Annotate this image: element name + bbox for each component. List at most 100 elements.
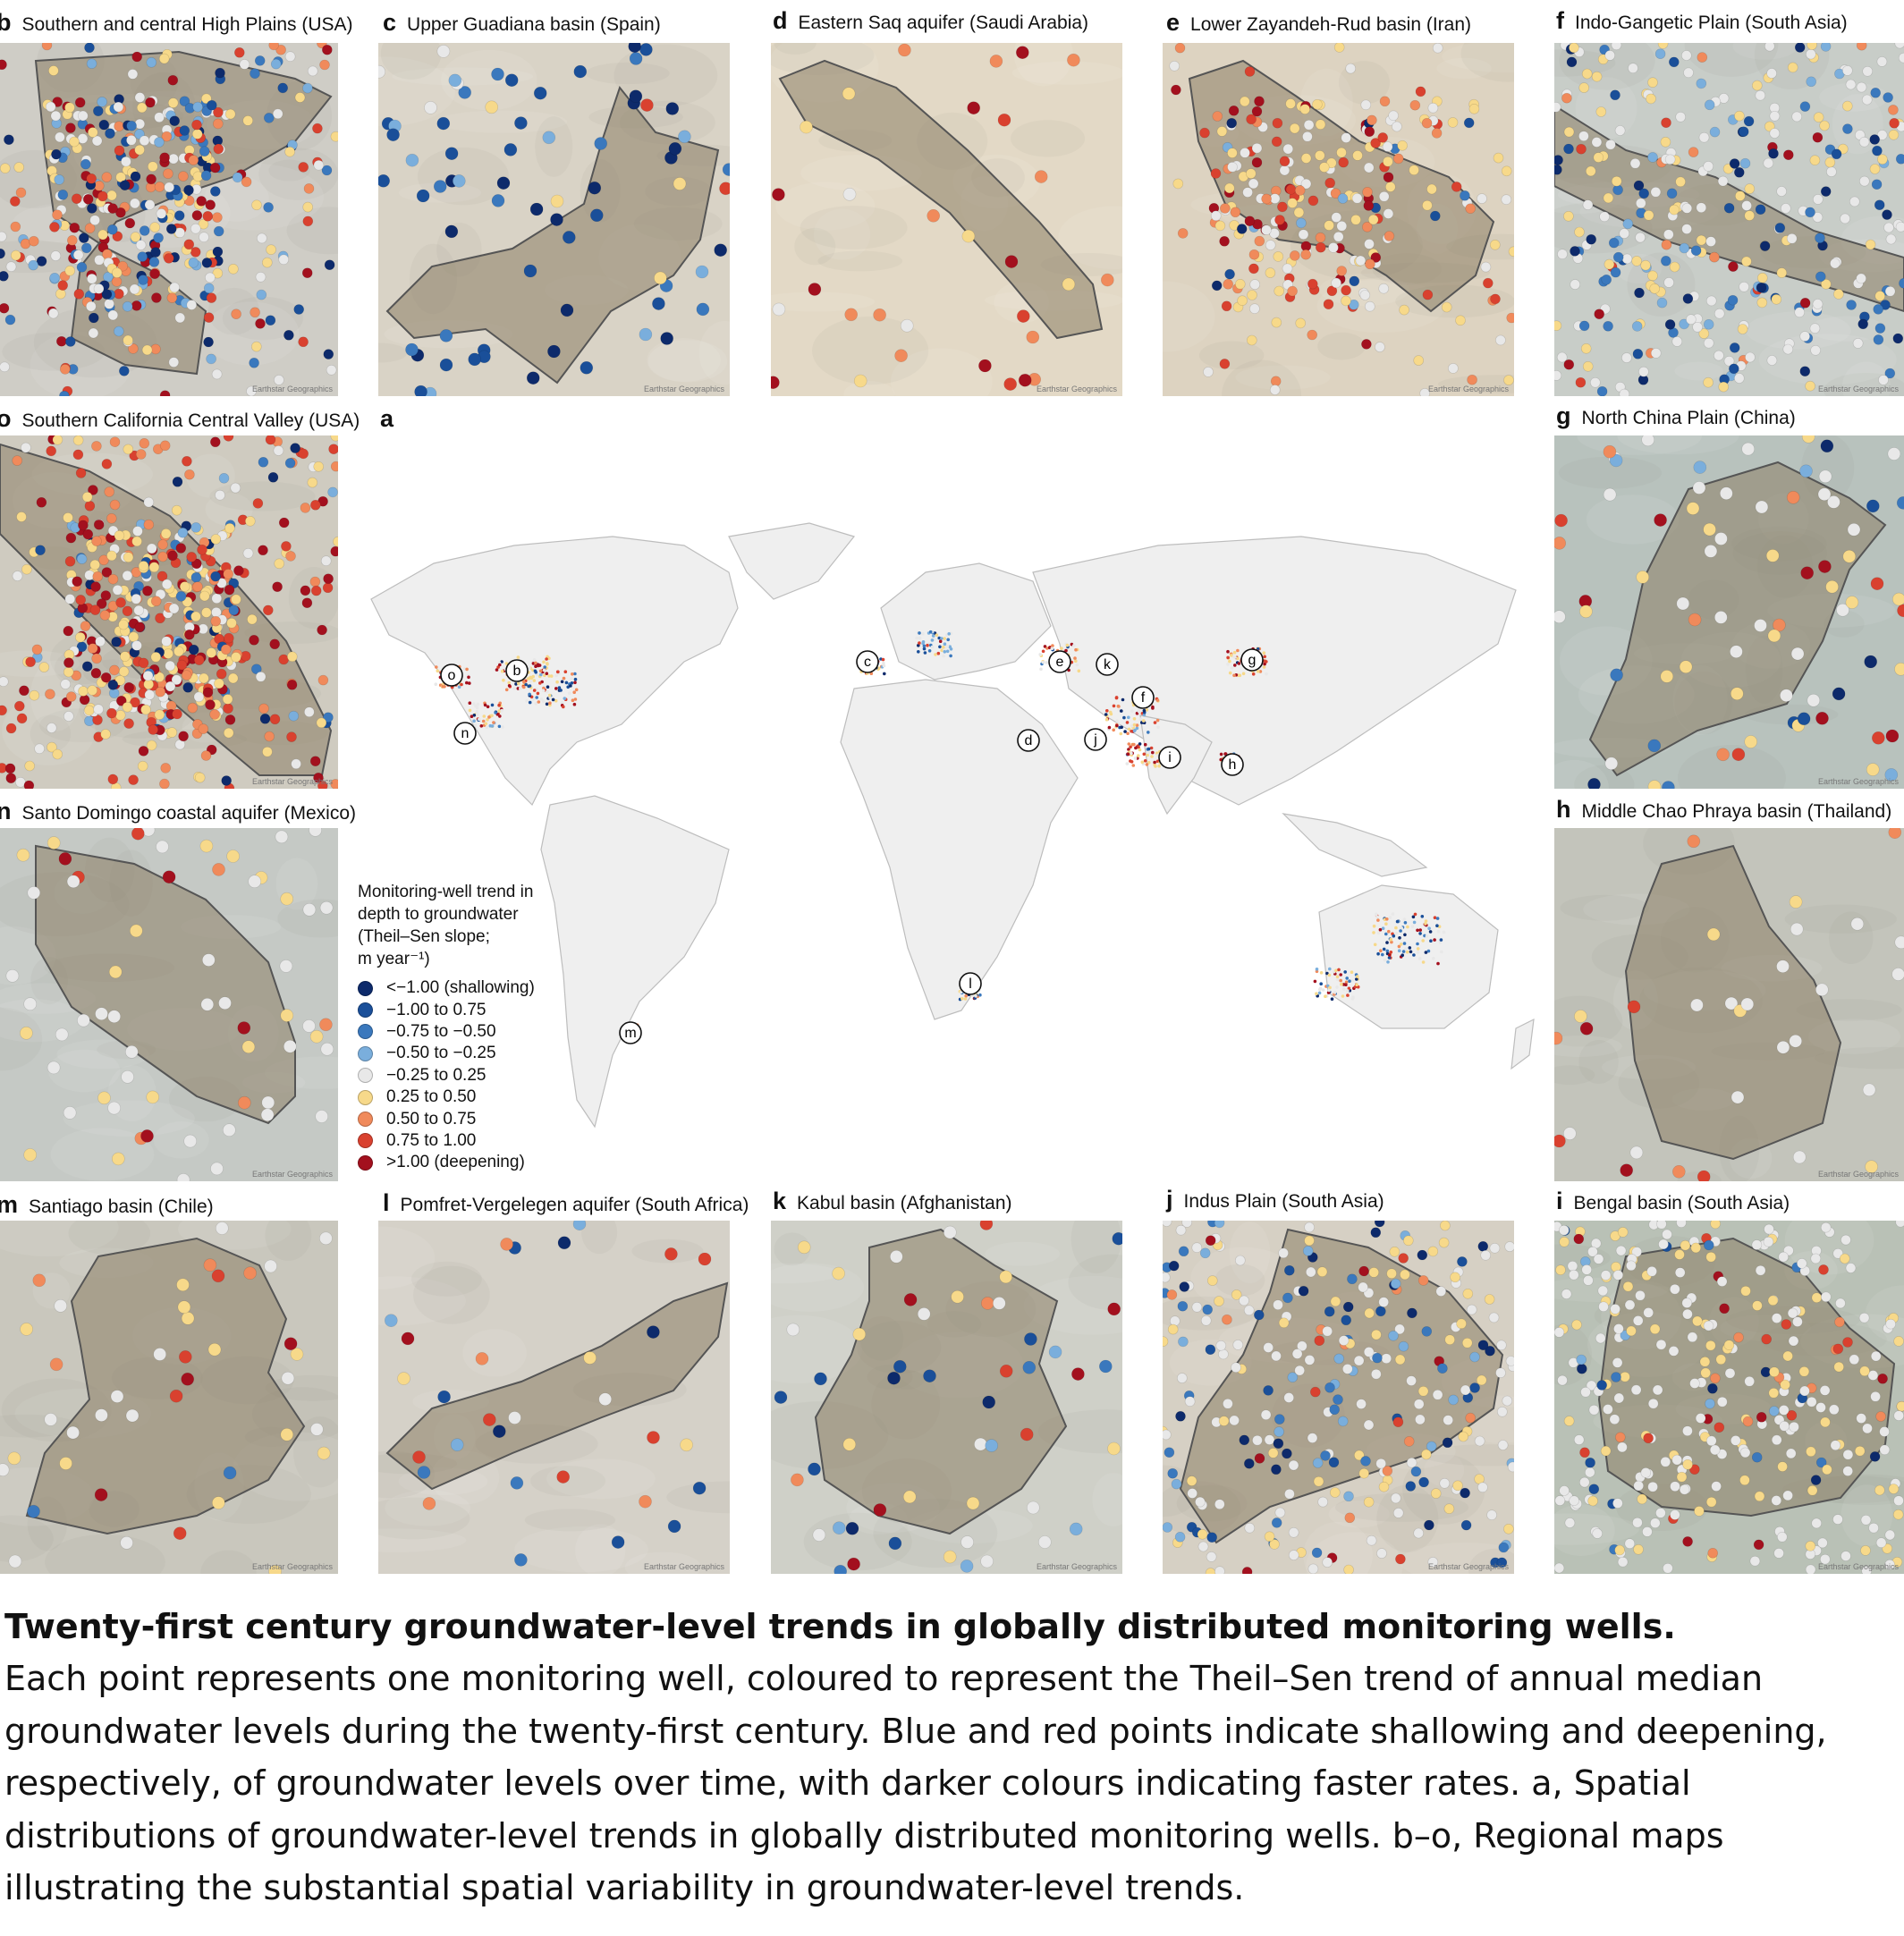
well-point <box>1349 275 1360 287</box>
well-point <box>1664 319 1676 330</box>
well-point <box>250 664 262 675</box>
well-point <box>1406 1375 1417 1386</box>
map-svg <box>1554 1221 1904 1574</box>
map-o: Earthstar Geographics <box>0 435 338 789</box>
well-point <box>1586 1380 1597 1391</box>
well-point <box>1248 178 1259 190</box>
panel-n-label: n Santo Domingo coastal aquifer (Mexico) <box>0 798 357 824</box>
well-point <box>206 353 216 365</box>
well-point <box>263 113 275 123</box>
well-point <box>1062 277 1076 292</box>
well-point <box>1817 1537 1828 1549</box>
well-point <box>309 756 321 767</box>
well-point <box>458 86 471 99</box>
well-point <box>178 171 189 182</box>
well-point <box>64 266 75 276</box>
well-point <box>1324 177 1335 189</box>
well-point <box>72 249 84 260</box>
well-point <box>1246 168 1257 179</box>
well-point <box>1370 1227 1382 1239</box>
well-point <box>1228 106 1240 116</box>
well-point <box>63 711 74 722</box>
well-point <box>1811 1518 1823 1529</box>
new-zealand-landmass <box>1511 1018 1535 1070</box>
world-well-point <box>1412 920 1417 925</box>
panel-c-label: c Upper Guadiana basin (Spain) <box>383 9 661 36</box>
well-point <box>1680 1239 1691 1251</box>
well-point <box>1199 1247 1211 1259</box>
world-well-point <box>1381 952 1384 957</box>
well-point <box>1649 1323 1661 1335</box>
well-point <box>1609 1414 1621 1425</box>
well-point <box>1397 140 1408 151</box>
world-marker-ring <box>505 659 529 682</box>
well-point <box>20 1323 33 1336</box>
well-point <box>1820 278 1832 290</box>
well-point <box>137 760 148 772</box>
world-well-point <box>478 717 481 722</box>
world-well-point <box>1147 761 1151 765</box>
well-point <box>226 618 237 629</box>
world-marker-ring <box>1131 686 1155 709</box>
world-well-point <box>1373 943 1377 947</box>
well-point <box>88 485 98 495</box>
well-point <box>583 1351 597 1365</box>
well-point <box>1709 126 1721 138</box>
terrain-texture <box>1865 1285 1904 1344</box>
well-point <box>1441 301 1452 313</box>
well-point <box>1731 748 1746 762</box>
well-point <box>1398 1253 1409 1264</box>
world-well-point <box>441 685 445 689</box>
well-point <box>0 676 9 687</box>
world-well-point <box>1135 723 1139 727</box>
well-point <box>1785 1448 1797 1459</box>
well-point <box>27 886 41 900</box>
well-point <box>1112 1231 1122 1246</box>
world-marker-label: f <box>1141 690 1146 706</box>
well-point <box>1610 668 1623 682</box>
well-point <box>120 1535 133 1550</box>
well-point <box>250 68 260 80</box>
well-point <box>573 64 588 79</box>
well-point <box>1633 180 1645 191</box>
world-well-point <box>1120 725 1123 730</box>
well-point <box>397 1372 410 1385</box>
well-point <box>1462 1289 1474 1299</box>
well-point <box>1413 1399 1425 1409</box>
world-well-point <box>498 663 502 667</box>
well-point <box>1227 162 1238 173</box>
well-point <box>89 215 100 225</box>
well-point <box>1581 1264 1593 1275</box>
well-point <box>1809 323 1821 334</box>
well-point <box>183 184 194 196</box>
well-point <box>243 1266 257 1281</box>
well-point <box>1656 1221 1667 1230</box>
world-marker-n: n <box>453 722 477 745</box>
well-point <box>1832 1343 1844 1355</box>
world-well-point <box>1339 978 1342 983</box>
well-point <box>1274 285 1284 297</box>
terrain-texture <box>1070 1221 1121 1274</box>
well-point <box>109 436 121 447</box>
well-point <box>65 336 76 347</box>
terrain-texture <box>30 714 72 753</box>
well-point <box>143 519 155 530</box>
world-well-point <box>1133 757 1138 760</box>
well-point <box>10 249 21 261</box>
well-point <box>161 579 173 590</box>
well-point <box>1427 1246 1439 1257</box>
terrain-texture <box>1424 1453 1465 1487</box>
well-point <box>176 1173 190 1181</box>
well-point <box>1896 496 1904 510</box>
world-well-point <box>1425 934 1429 938</box>
well-point <box>1382 141 1393 152</box>
world-well-point <box>1335 977 1340 982</box>
well-point <box>1768 1388 1780 1399</box>
well-point <box>128 631 140 642</box>
well-point <box>265 315 276 326</box>
well-point <box>1724 996 1739 1010</box>
well-point <box>1279 165 1290 176</box>
well-point <box>63 512 73 523</box>
world-well-point <box>1228 659 1231 664</box>
world-well-point <box>1262 665 1266 669</box>
